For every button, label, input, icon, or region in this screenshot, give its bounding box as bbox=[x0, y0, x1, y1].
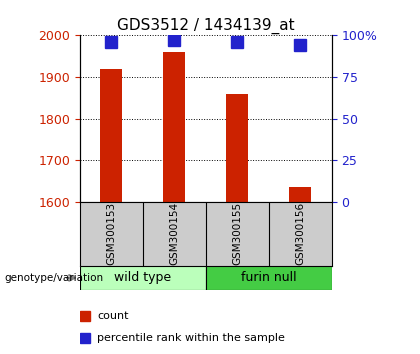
Text: furin null: furin null bbox=[241, 272, 297, 284]
Text: percentile rank within the sample: percentile rank within the sample bbox=[97, 332, 285, 343]
Text: GSM300153: GSM300153 bbox=[106, 202, 116, 265]
Text: GSM300156: GSM300156 bbox=[295, 202, 305, 265]
Bar bbox=[163, 52, 185, 202]
Text: GSM300154: GSM300154 bbox=[169, 202, 179, 265]
Bar bbox=[206, 266, 332, 290]
Bar bbox=[289, 187, 311, 202]
Text: wild type: wild type bbox=[114, 272, 171, 284]
Bar bbox=[80, 266, 206, 290]
Title: GDS3512 / 1434139_at: GDS3512 / 1434139_at bbox=[117, 18, 294, 34]
Bar bbox=[100, 69, 122, 202]
Text: genotype/variation: genotype/variation bbox=[4, 273, 103, 283]
Bar bbox=[226, 93, 248, 202]
Text: count: count bbox=[97, 311, 129, 321]
Text: GSM300155: GSM300155 bbox=[232, 202, 242, 265]
